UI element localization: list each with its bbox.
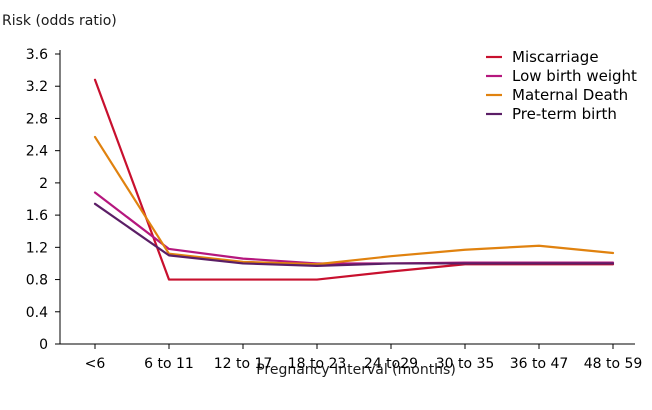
series-lines — [93, 78, 615, 281]
x-tick-label: <6 — [85, 356, 106, 372]
y-axis-title: Risk (odds ratio) — [2, 13, 117, 29]
x-tick-label: 30 to 35 — [436, 356, 495, 372]
x-tick-label: 6 to 11 — [144, 356, 194, 372]
legend-label-maternal-death: Maternal Death — [512, 86, 628, 104]
y-tick-label: 3.6 — [26, 47, 48, 63]
y-tick-label: 2.8 — [26, 111, 48, 127]
x-axis-ticks: <6 6 to 11 12 to 17 18 to 23 24 to29 30 to 35… — [85, 344, 643, 372]
y-axis-ticks: 0 0.4 0.8 1.2 1.6 2 2.4 2.8 3.2 3.6 — [26, 47, 60, 353]
y-tick-label: 0 — [39, 337, 48, 353]
series-line-pre-term-birth — [93, 202, 615, 267]
x-tick-label: 18 to 23 — [288, 356, 347, 372]
y-tick-label: 1.2 — [26, 240, 48, 256]
y-tick-label: 0.4 — [26, 305, 48, 321]
x-tick-label: 48 to 59 — [584, 356, 643, 372]
y-tick-label: 0.8 — [26, 273, 48, 289]
x-tick-label: 12 to 17 — [214, 356, 273, 372]
y-tick-label: 3.2 — [26, 79, 48, 95]
x-axis-title: Pregnancy Interval (months) — [256, 362, 456, 378]
legend-label-miscarriage: Miscarriage — [512, 48, 599, 66]
y-tick-label: 2 — [39, 176, 48, 192]
x-tick-label: 24 to29 — [364, 356, 418, 372]
y-tick-label: 2.4 — [26, 144, 48, 160]
legend-label-low-birth-weight: Low birth weight — [512, 67, 637, 85]
y-tick-label: 1.6 — [26, 208, 48, 224]
series-line-maternal-death — [93, 135, 615, 266]
legend-label-pre-term-birth: Pre-term birth — [512, 105, 617, 123]
x-tick-label: 36 to 47 — [510, 356, 569, 372]
series-line-low-birth-weight — [93, 191, 615, 265]
